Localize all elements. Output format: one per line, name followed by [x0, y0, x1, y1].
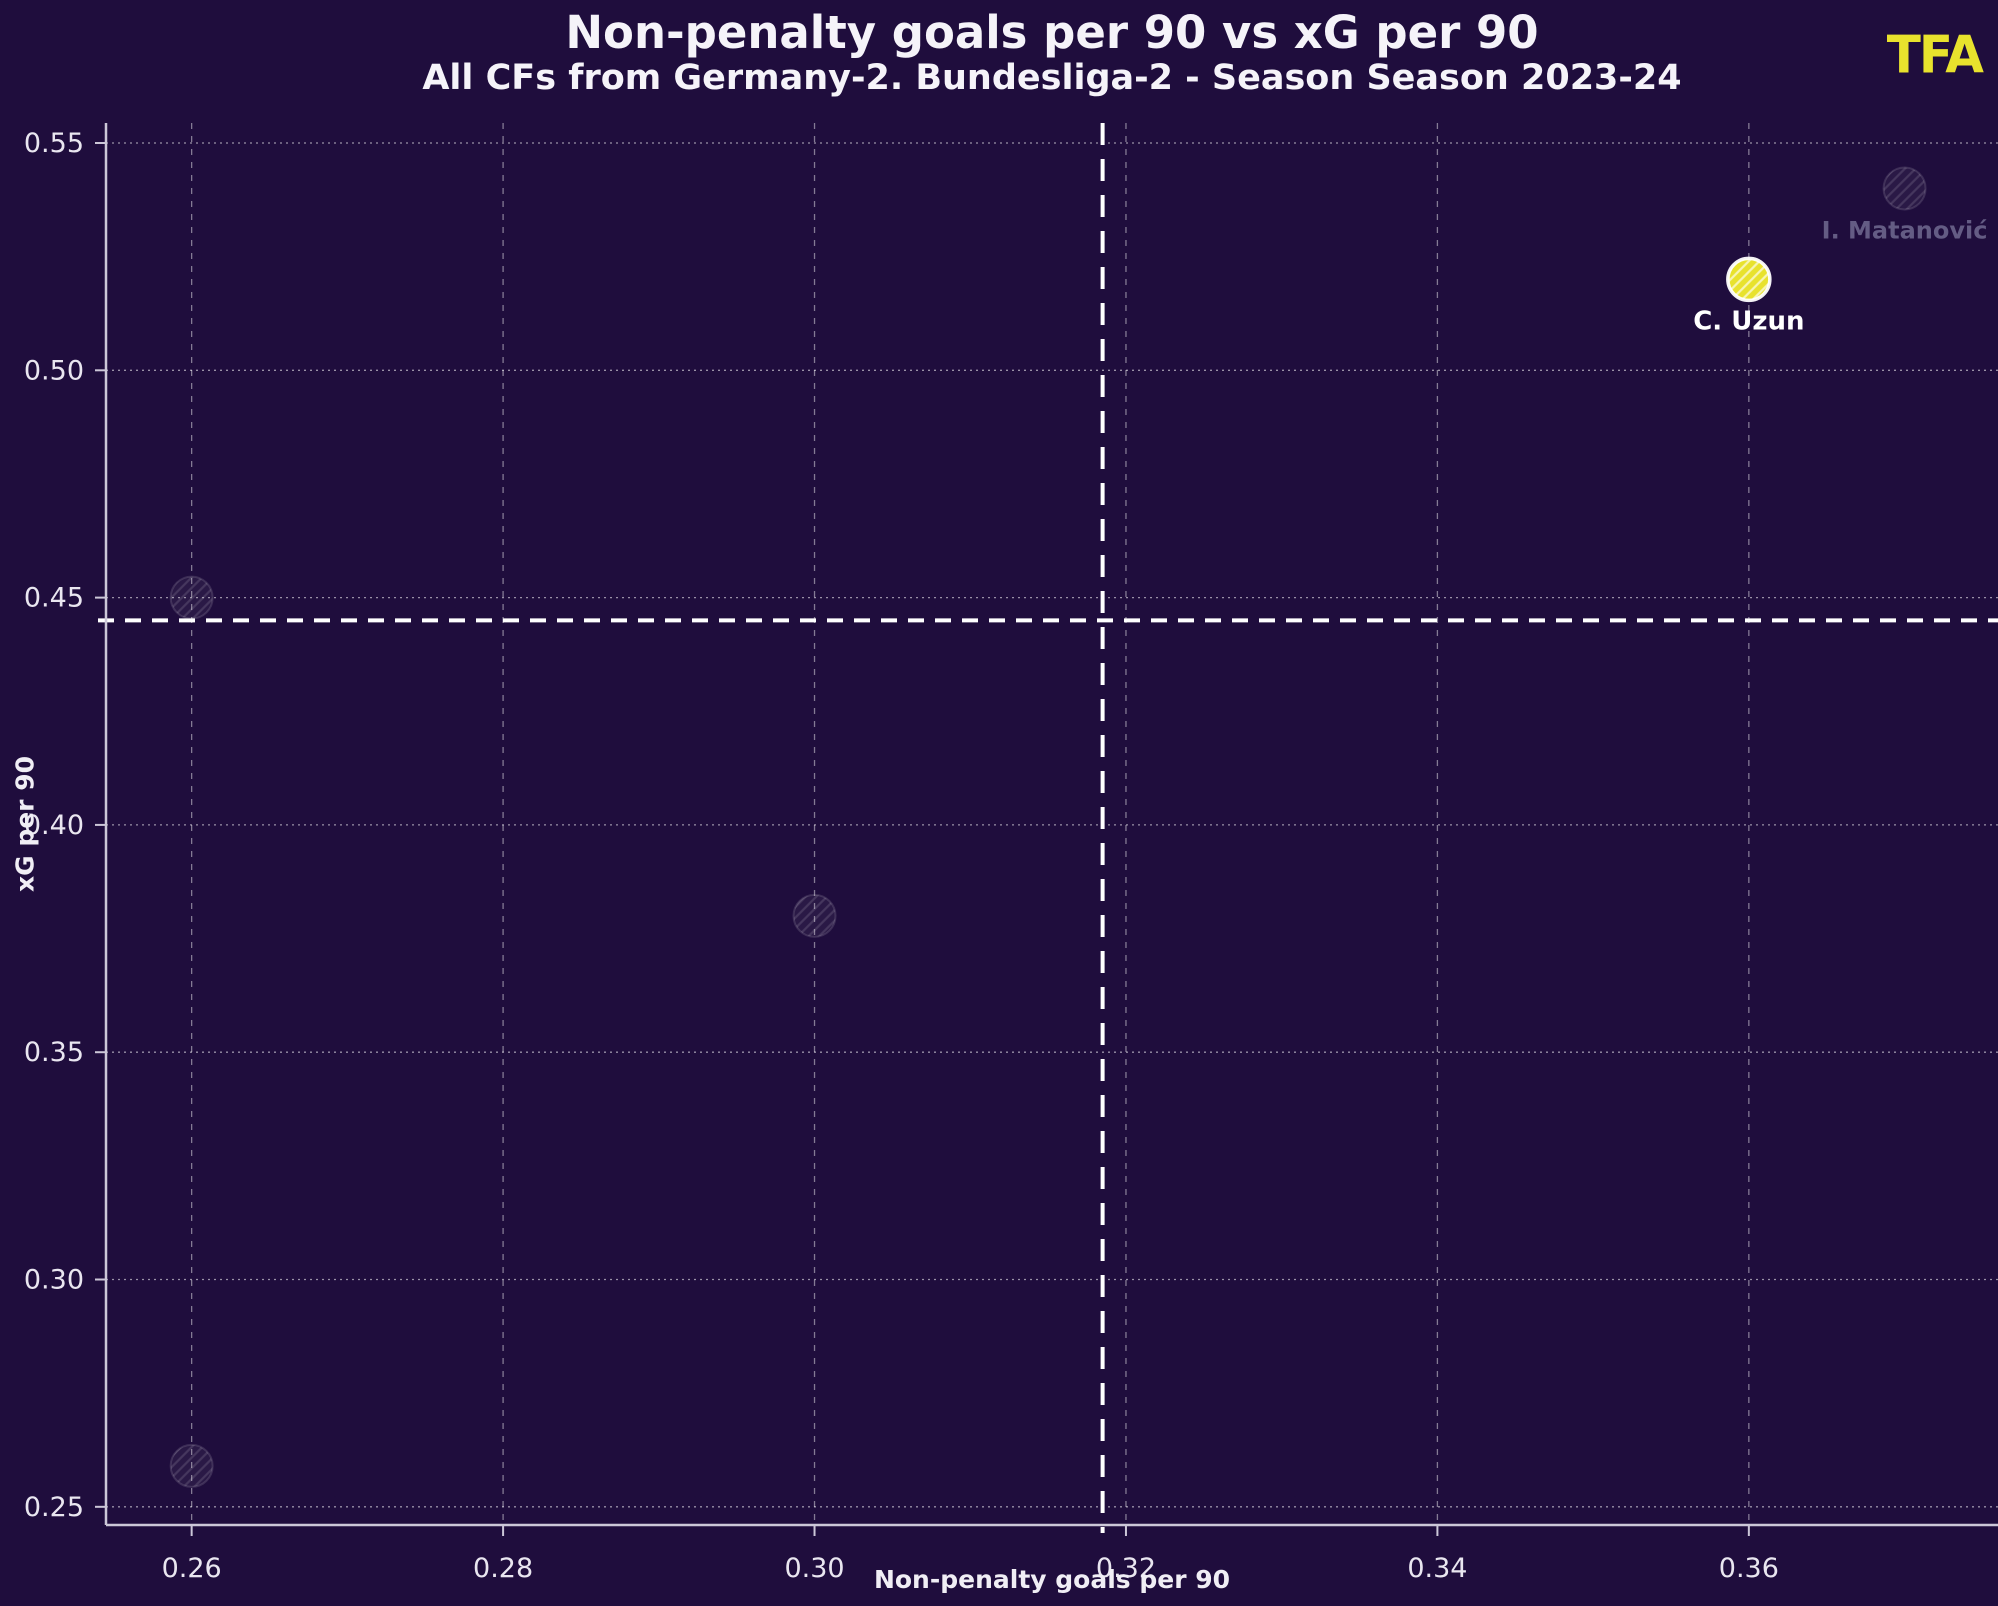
x-tick-label: 0.28: [473, 1553, 533, 1584]
point-label: C. Uzun: [1693, 306, 1804, 336]
data-point: I. Matanović: [1822, 166, 1988, 244]
y-tick-label: 0.25: [24, 1492, 84, 1523]
y-tick-label: 0.50: [24, 355, 84, 386]
x-tick-label: 0.34: [1407, 1553, 1467, 1584]
y-tick-label: 0.40: [24, 810, 84, 841]
y-tick-label: 0.45: [24, 583, 84, 614]
tfa-logo: TFA: [1886, 24, 1984, 86]
data-point: [169, 575, 214, 620]
point-label: I. Matanović: [1822, 216, 1988, 244]
chart-subtitle: All CFs from Germany-2. Bundesliga-2 - S…: [422, 58, 1682, 98]
y-tick-label: 0.35: [24, 1037, 84, 1068]
data-point: [792, 893, 837, 938]
x-tick-label: 0.32: [1096, 1553, 1156, 1584]
x-tick-label: 0.26: [162, 1553, 222, 1584]
chart-title: Non-penalty goals per 90 vs xG per 90: [565, 6, 1539, 59]
x-axis-label: Non-penalty goals per 90: [873, 1565, 1231, 1594]
y-tick-label: 0.55: [24, 128, 84, 159]
y-axis-label: xG per 90: [10, 755, 40, 893]
data-point: [169, 1443, 214, 1488]
x-tick-label: 0.36: [1719, 1553, 1779, 1584]
y-tick-label: 0.30: [24, 1265, 84, 1296]
x-tick-label: 0.30: [784, 1553, 844, 1584]
data-point-highlighted: C. Uzun: [1693, 256, 1804, 336]
